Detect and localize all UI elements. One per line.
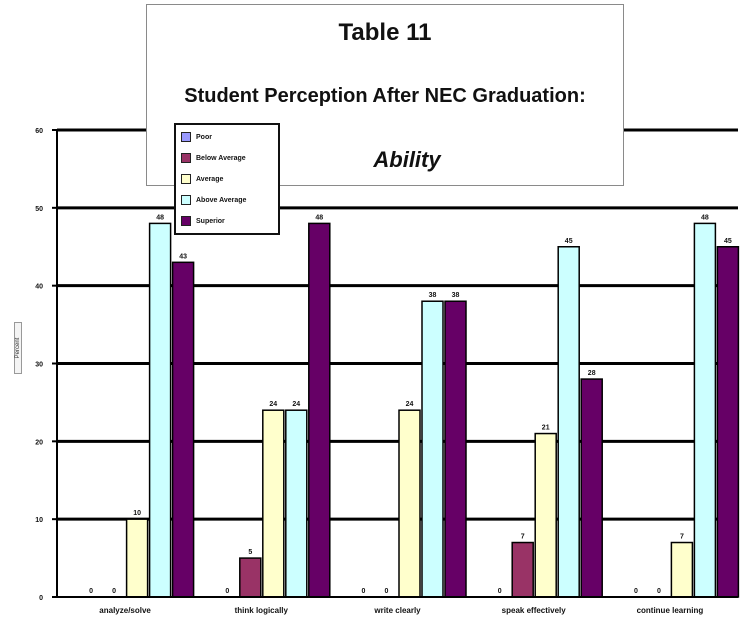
data-label: 38 [429,292,437,299]
legend-label: Above Average [196,196,247,204]
bar [444,300,467,598]
legend-swatch [181,174,191,184]
bar [285,409,308,598]
data-label: 38 [452,292,460,299]
chart-subject: Ability [373,147,441,172]
legend-label: Superior [196,217,225,225]
bar [511,541,534,598]
data-label: 43 [179,253,187,260]
bar [148,222,172,598]
x-tick-label: continue learning [637,606,704,615]
legend: Poor Below Average Average Above Average Sup… [174,123,280,235]
data-label: 0 [225,588,229,595]
bar [262,409,285,598]
legend-item: Average [181,171,223,187]
y-tick-labels: 0 10 20 30 40 50 60 [35,128,43,602]
data-labels: 0 0 10 48 43 0 5 24 24 48 0 0 24 38 38 0 7 21 45 28 0 0 7 48 45 [89,214,732,595]
x-tick-label: speak effectively [502,606,567,615]
bar [580,378,603,598]
legend-label: Poor [196,133,212,141]
legend-item: Below Average [181,150,246,166]
data-label: 10 [133,510,141,517]
bar [125,518,149,598]
bar [421,300,444,598]
data-label: 21 [542,425,550,432]
data-label: 28 [588,370,596,377]
data-label: 0 [634,588,638,595]
legend-item: Above Average [181,192,246,208]
y-axis-label: Percent [14,322,22,374]
data-label: 7 [680,534,684,541]
data-label: 0 [385,588,389,595]
bar [670,541,694,598]
chart-subtitle: Student Perception After NEC Graduation: [184,85,586,107]
legend-swatch [181,216,191,226]
data-label: 45 [724,238,732,245]
legend-label: Average [196,175,224,183]
legend-swatch [181,153,191,163]
data-label: 0 [498,588,502,595]
data-label: 5 [248,549,252,556]
data-label: 0 [657,588,661,595]
x-tick-label: write clearly [373,606,421,615]
bar [308,222,331,598]
data-label: 24 [406,401,414,408]
bars [125,222,740,598]
y-tick-label: 20 [35,439,43,446]
y-tick-label: 40 [35,284,43,291]
legend-label: Below Average [196,154,246,162]
legend-swatch [181,132,191,142]
legend-item: Superior [181,213,225,229]
data-label: 48 [315,214,323,221]
data-label: 48 [701,214,709,221]
y-tick-label: 50 [35,206,43,213]
axes [52,129,738,598]
legend-item: Poor [181,129,212,145]
y-tick-label: 30 [35,362,43,369]
bar [239,557,262,598]
data-label: 7 [521,534,525,541]
bar [557,246,580,598]
data-label: 0 [112,588,116,595]
data-label: 24 [292,401,300,408]
bar [534,432,557,598]
data-label: 45 [565,238,573,245]
x-tick-label: think logically [235,606,289,615]
y-tick-label: 0 [39,595,43,602]
data-label: 24 [269,401,277,408]
bar [716,246,740,598]
bar [171,261,195,598]
x-tick-labels: analyze/solve think logically write clearl… [99,606,703,615]
x-tick-label: analyze/solve [99,606,151,615]
data-label: 0 [89,588,93,595]
data-label: 0 [362,588,366,595]
y-tick-label: 60 [35,128,43,135]
bar [693,222,717,598]
chart-title: Table 11 [338,19,432,46]
bar [398,409,421,598]
y-tick-label: 10 [35,517,43,524]
data-label: 48 [156,214,164,221]
legend-swatch [181,195,191,205]
